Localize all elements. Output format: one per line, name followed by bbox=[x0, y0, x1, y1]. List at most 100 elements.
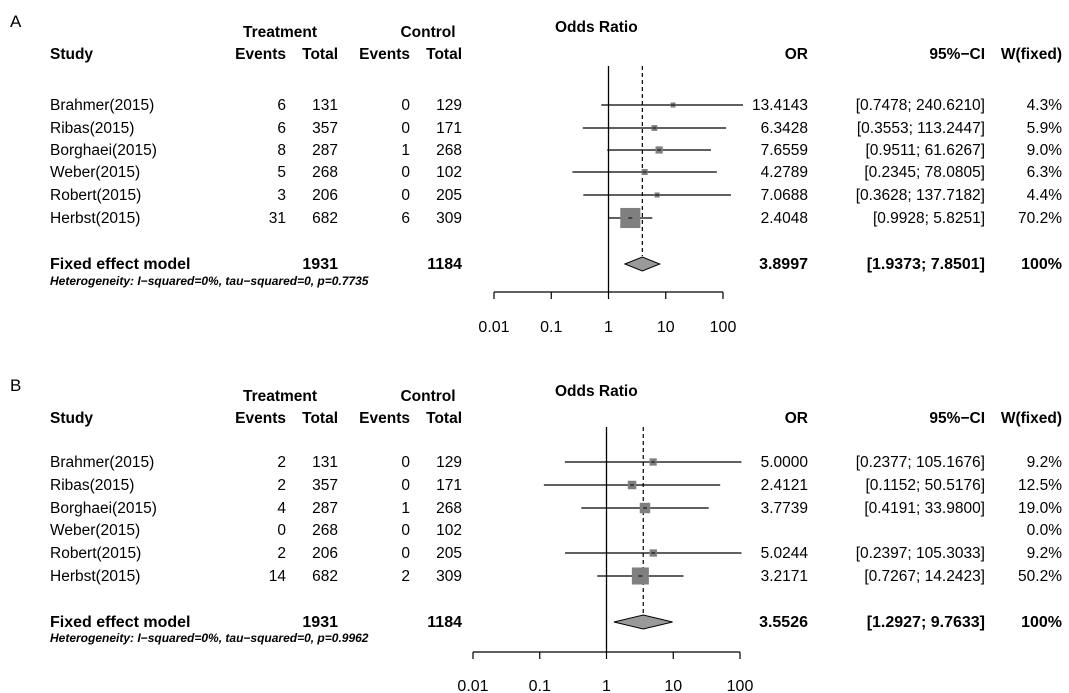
panel-a-row-total-t: 131 bbox=[312, 97, 338, 114]
panel-b-row-study: Robert(2015) bbox=[50, 545, 141, 562]
panel-a-row-or: 7.6559 bbox=[761, 142, 808, 159]
panel-a-row-study: Ribas(2015) bbox=[50, 120, 134, 137]
panel-b-label: B bbox=[10, 376, 21, 395]
panel-a-row-total-t: 287 bbox=[312, 142, 338, 159]
panel-a-row-events-t: 3 bbox=[277, 187, 286, 204]
panel-a-label: A bbox=[10, 12, 22, 31]
panel-b-row-ci: [0.2397; 105.3033] bbox=[856, 545, 985, 562]
panel-a-row-total-t: 268 bbox=[312, 164, 338, 181]
panel-b-x-tick-label: 100 bbox=[727, 678, 754, 693]
panel-b-row-events-c: 1 bbox=[401, 500, 410, 517]
panel-a-row-events-t: 6 bbox=[277, 97, 286, 114]
panel-b-row-total-t: 268 bbox=[312, 522, 338, 539]
panel-b-row-events-t: 2 bbox=[277, 545, 286, 562]
panel-b-heterogeneity: Heterogeneity: I−squared=0%, tau−squared… bbox=[50, 631, 369, 645]
panel-b-row-events-t: 2 bbox=[277, 477, 286, 494]
panel-b-x-tick-label: 0.1 bbox=[529, 678, 551, 693]
panel-a-summary-or: 3.8997 bbox=[759, 256, 808, 273]
panel-b-summary-total-c: 1184 bbox=[427, 614, 462, 631]
panel-b-row-events-t: 2 bbox=[277, 454, 286, 471]
panel-b-col-events-c: Events bbox=[359, 410, 410, 427]
panel-b-row-total-t: 131 bbox=[312, 454, 338, 471]
panel-a-row-study: Borghaei(2015) bbox=[50, 142, 157, 159]
panel-b-col-ci: 95%−CI bbox=[929, 410, 985, 427]
panel-a-header-control: Control bbox=[400, 24, 455, 41]
panel-a-row-total-t: 206 bbox=[312, 187, 338, 204]
panel-a-row-events-c: 6 bbox=[401, 210, 410, 227]
panel-a-summary-ci: [1.9373; 7.8501] bbox=[867, 256, 985, 273]
panel-b-row-events-t: 14 bbox=[269, 568, 287, 585]
panel-a-row-weight: 9.0% bbox=[1027, 142, 1063, 159]
panel-b-row-events-c: 0 bbox=[401, 454, 410, 471]
panel-b-row-events-c: 0 bbox=[401, 477, 410, 494]
panel-a-summary-diamond bbox=[623, 256, 662, 272]
panel-a-x-tick-label: 100 bbox=[710, 319, 737, 336]
panel-a-col-events-t: Events bbox=[235, 46, 286, 63]
panel-b-row-or: 3.7739 bbox=[761, 500, 808, 517]
panel-a-row-events-c: 0 bbox=[401, 164, 410, 181]
panel-b-summary-total-t: 1931 bbox=[302, 614, 338, 631]
panel-a-row-study: Robert(2015) bbox=[50, 187, 141, 204]
panel-b-row-total-t: 206 bbox=[312, 545, 338, 562]
panel-b-row-study: Borghaei(2015) bbox=[50, 500, 157, 517]
panel-b-row-study: Brahmer(2015) bbox=[50, 454, 154, 471]
panel-b-row-events-c: 0 bbox=[401, 522, 410, 539]
panel-a-row-ci: [0.9511; 61.6267] bbox=[865, 142, 985, 159]
panel-a-row-total-t: 682 bbox=[312, 210, 338, 227]
panel-b-row-or: 2.4121 bbox=[761, 477, 808, 494]
panel-a-row-ci: [0.9928; 5.8251] bbox=[873, 210, 985, 227]
panel-b-row-weight: 50.2% bbox=[1018, 568, 1062, 585]
panel-b-row-events-t: 0 bbox=[277, 522, 286, 539]
panel-a-row-ci: [0.3628; 137.7182] bbox=[856, 187, 985, 204]
panel-b-summary-ci: [1.2927; 9.7633] bbox=[867, 614, 985, 631]
panel-b-col-events-t: Events bbox=[235, 410, 286, 427]
panel-a-row-events-t: 6 bbox=[277, 120, 286, 137]
panel-b-row-events-t: 4 bbox=[277, 500, 286, 517]
panel-b-row-total-c: 102 bbox=[436, 522, 462, 539]
panel-a-row-events-c: 1 bbox=[401, 142, 410, 159]
panel-b-summary-weight: 100% bbox=[1021, 614, 1062, 631]
panel-a-row-events-t: 8 bbox=[277, 142, 286, 159]
panel-b-row-ci: [0.2377; 105.1676] bbox=[856, 454, 985, 471]
panel-a-col-ci: 95%−CI bbox=[929, 46, 985, 63]
panel-a-row-weight: 6.3% bbox=[1027, 164, 1063, 181]
panel-b-row-events-c: 2 bbox=[401, 568, 410, 585]
panel-b-row-total-c: 268 bbox=[436, 500, 462, 517]
panel-a-row-events-c: 0 bbox=[401, 120, 410, 137]
panel-a-row-weight: 70.2% bbox=[1018, 210, 1062, 227]
panel-a-row-ci: [0.3553; 113.2447] bbox=[857, 120, 985, 137]
panel-b-x-tick-label: 1 bbox=[602, 678, 611, 693]
panel-a-row-study: Herbst(2015) bbox=[50, 210, 140, 227]
panel-a-row-total-c: 268 bbox=[436, 142, 462, 159]
panel-a-row-ci: [0.7478; 240.6210] bbox=[856, 97, 985, 114]
panel-b-col-total-t: Total bbox=[302, 410, 338, 427]
panel-b-summary-label: Fixed effect model bbox=[50, 614, 190, 631]
panel-a-row-or: 7.0688 bbox=[761, 187, 808, 204]
panel-a-header-treatment: Treatment bbox=[243, 24, 317, 41]
panel-a-plot-title: Odds Ratio bbox=[555, 19, 638, 36]
panel-b-row-weight: 0.0% bbox=[1027, 522, 1063, 539]
panel-a-col-events-c: Events bbox=[359, 46, 410, 63]
panel-b-row-ci: [0.1152; 50.5176] bbox=[865, 477, 985, 494]
panel-a-row-weight: 5.9% bbox=[1027, 120, 1063, 137]
panel-b-row-study: Ribas(2015) bbox=[50, 477, 134, 494]
panel-b-x-tick-label: 10 bbox=[664, 678, 682, 693]
panel-a-row-or: 4.2789 bbox=[761, 164, 808, 181]
panel-b-plot-title: Odds Ratio bbox=[555, 383, 638, 400]
panel-a-row-total-c: 205 bbox=[436, 187, 462, 204]
panel-b-row-total-c: 171 bbox=[436, 477, 462, 494]
panel-b-header-control: Control bbox=[400, 388, 455, 405]
panel-b-row-total-c: 309 bbox=[436, 568, 462, 585]
panel-a-row-or: 13.4143 bbox=[752, 97, 808, 114]
panel-a-row-events-t: 5 bbox=[277, 164, 286, 181]
panel-b-col-weight: W(fixed) bbox=[1001, 410, 1062, 427]
panel-b-row-ci: [0.7267; 14.2423] bbox=[864, 568, 985, 585]
panel-b-row-events-c: 0 bbox=[401, 545, 410, 562]
panel-b-row-study: Weber(2015) bbox=[50, 522, 140, 539]
panel-a-summary-weight: 100% bbox=[1021, 256, 1062, 273]
panel-a-row-total-c: 102 bbox=[436, 164, 462, 181]
panel-a-col-weight: W(fixed) bbox=[1001, 46, 1062, 63]
panel-b-col-study: Study bbox=[50, 410, 93, 427]
panel-a-x-tick-label: 1 bbox=[604, 319, 613, 336]
